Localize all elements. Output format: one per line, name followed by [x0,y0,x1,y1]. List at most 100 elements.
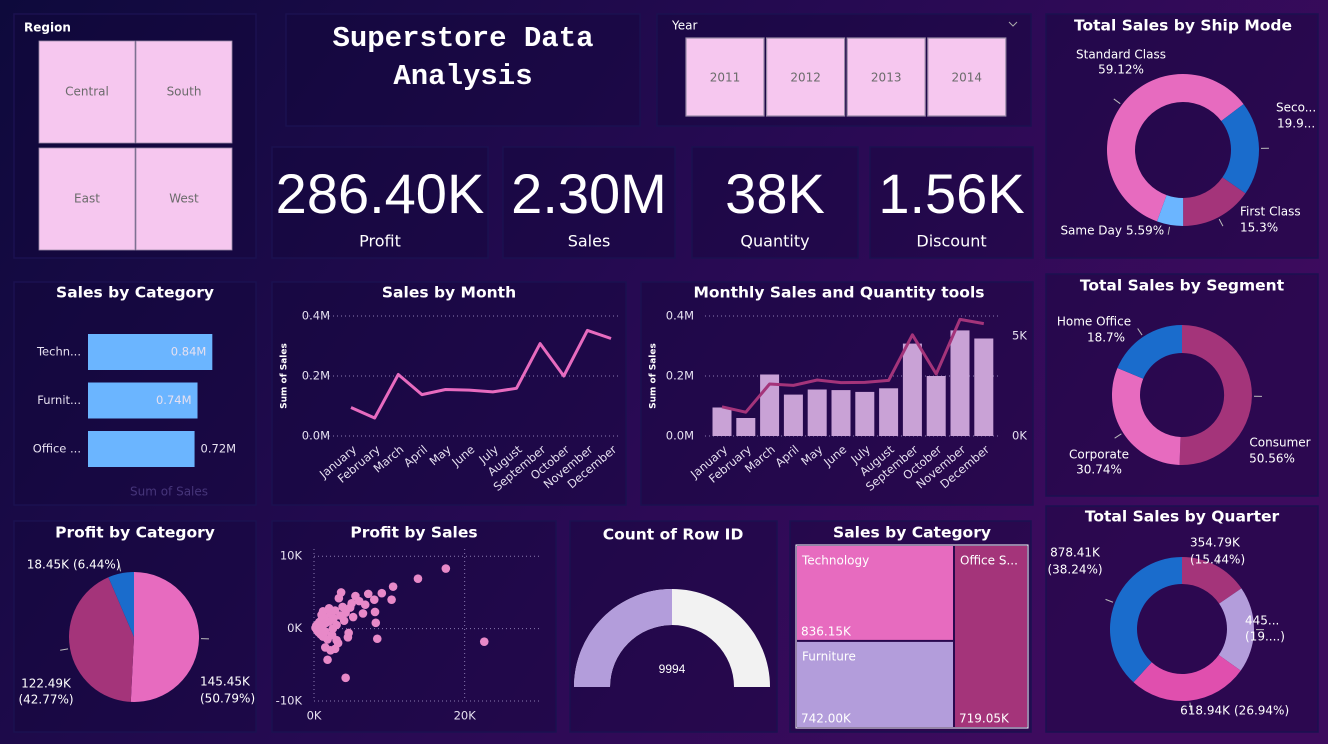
category-label: Office ... [33,442,81,456]
slice-value-label: (6.44%) [73,558,120,572]
kpi-value: 38K [725,162,825,225]
y-tick-label: 0.4M [302,309,330,323]
slice-value-label: (26.94%) [1234,704,1289,718]
slicer-tile[interactable] [38,40,136,144]
cell-label: Furniture [802,649,856,663]
slice-label: Home Office [1057,315,1131,329]
bar [88,334,213,370]
slice-value-label: (19....) [1245,630,1285,644]
point [413,574,423,583]
slice [1109,557,1182,683]
slice-label: 354.79K [1190,536,1241,550]
point [318,606,328,616]
panel [502,146,676,259]
slicer-tile[interactable] [765,37,846,117]
panel [691,146,859,259]
y2-tick-label: 5K [1012,329,1027,343]
bar [950,330,970,436]
slicer-tile[interactable] [685,37,765,117]
slicer-item: 2011 [710,71,741,85]
slice [1111,368,1181,465]
point [339,616,349,625]
y-tick-label: 0K [287,621,302,635]
kpi-value: 2.30M [511,162,667,225]
y-axis-title: Sum of Sales [280,343,290,409]
point [345,603,355,612]
slicer-tile[interactable] [135,147,233,251]
point [341,673,350,683]
line [721,317,985,414]
slice-label: Seco... [1276,101,1316,115]
point [372,634,382,644]
slice-label: 145.45K [200,675,251,689]
leader-line [1137,328,1143,336]
slice [1179,325,1252,465]
slice-value-label: (42.77%) [18,693,73,707]
chart-title: Total Sales by Segment [1080,277,1285,295]
slicer-item: 2014 [952,71,983,85]
cell-value: 719.05K [959,712,1010,726]
x-tick-label: 20K [454,709,477,723]
slice [1183,177,1246,226]
y-tick-label: 0.0M [666,429,694,443]
category-label: Techn... [36,345,81,359]
bar [879,388,899,436]
slice-label: 445... [1245,614,1279,628]
slice [68,577,134,702]
bar [88,382,198,419]
y-axis-title: Sum of Sales [649,343,659,409]
bar [831,390,851,436]
slice [1107,74,1244,222]
chart-title: Sales by Category [833,524,991,542]
leader-line [1189,702,1192,711]
point [369,595,379,604]
slice-value-label: 18.7% [1087,331,1125,345]
leader-line [60,648,69,651]
slicer-item: West [169,192,199,206]
leader-line [1114,433,1122,439]
point [323,655,332,665]
slicer-tile[interactable] [135,40,233,144]
point [363,589,373,599]
cell-value: 742.00K [801,712,852,726]
treemap-cell [797,546,954,640]
point [387,595,396,604]
point [360,600,370,610]
line [350,328,612,420]
panel [271,146,489,259]
slice-value-label: (15.44%) [1190,553,1245,567]
chart-title: Count of Row ID [603,526,744,544]
slicer-tile[interactable] [927,37,1007,117]
y-tick-label: 10K [280,549,303,563]
slice-label: 122.49K [21,677,72,691]
chart-title: Monthly Sales and Quantity tools [693,284,984,302]
slice-label: Same Day [1060,224,1122,238]
chart-title: Sales by Category [56,284,214,302]
bar [88,431,195,467]
slice-label: 18.45K [27,558,70,572]
panel [285,13,641,127]
cell-label: Office S... [960,554,1018,568]
kpi-value: 286.40K [276,162,485,225]
treemap-cell [955,546,1027,727]
slice-label: Consumer [1249,436,1310,450]
bar [736,418,756,436]
slicer-chevron[interactable] [1008,21,1018,27]
leader-line [1216,556,1221,564]
slicer-tile[interactable] [846,37,926,117]
bar [926,376,946,436]
category-label: Furnit... [37,393,81,407]
bar [807,389,827,436]
bar [902,343,922,436]
slice-value-label: 59.12% [1098,63,1144,77]
slicer-tile[interactable] [38,147,136,251]
header: Superstore Data Analysis [332,22,593,93]
slice [1133,655,1241,702]
cell-value: 836.15K [801,624,852,638]
point [321,627,330,636]
slice-value-label: (50.79%) [200,692,255,706]
y-tick-label: 0.2M [666,369,694,383]
point [371,618,381,628]
point [358,609,368,618]
point [377,588,387,598]
